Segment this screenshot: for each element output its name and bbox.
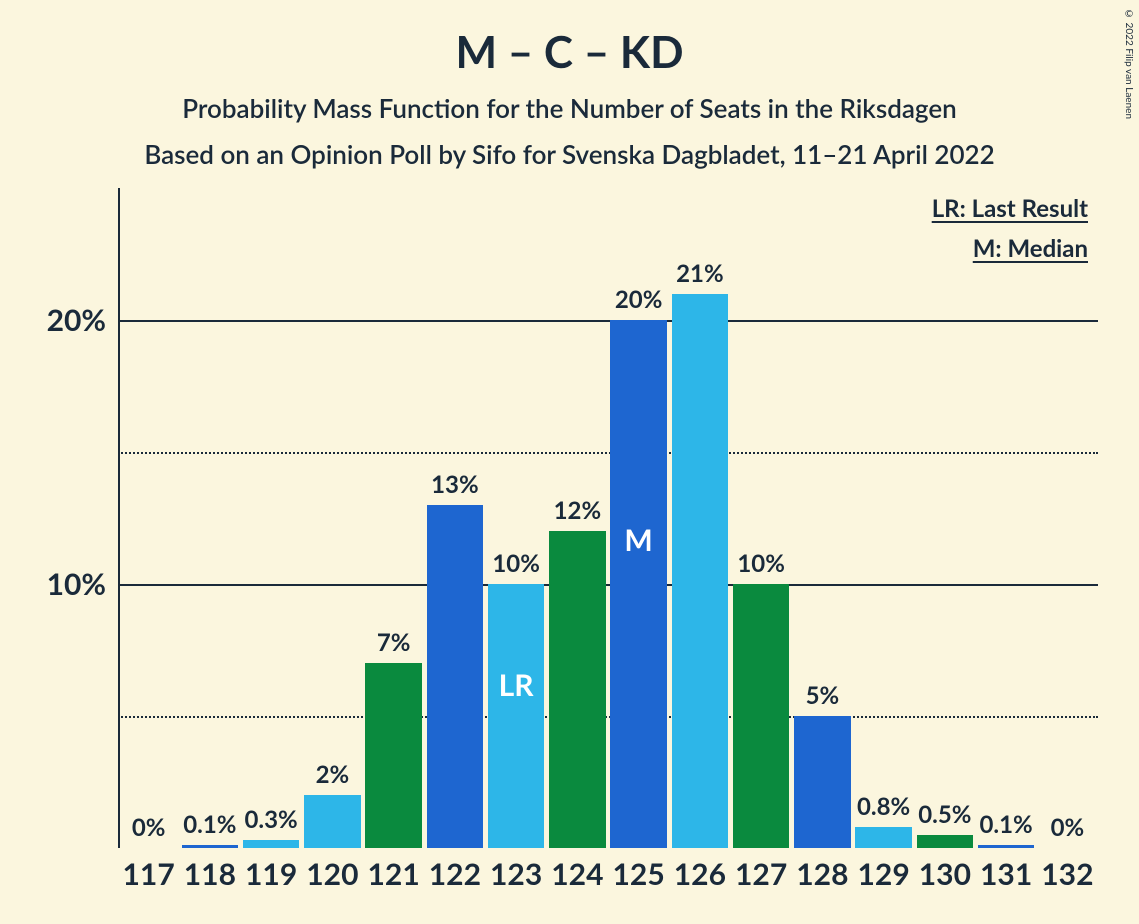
x-tick-label: 127 — [735, 856, 787, 892]
bar: 13% — [427, 505, 483, 848]
x-tick-label: 119 — [245, 856, 297, 892]
bar-value-label: 5% — [806, 681, 840, 710]
x-axis-labels: 1171181191201211221231241251261271281291… — [118, 856, 1098, 896]
x-tick-label: 125 — [613, 856, 665, 892]
bar-value-label: 0.5% — [918, 800, 971, 829]
bar-value-label: 10% — [737, 549, 785, 578]
bar: 0.8% — [855, 827, 911, 848]
bar: 0.1% — [978, 845, 1034, 848]
bar-value-label: 10% — [492, 549, 540, 578]
x-tick-label: 117 — [123, 856, 175, 892]
bar: 21% — [672, 294, 728, 848]
x-tick-label: 118 — [184, 856, 236, 892]
bar-value-label: 21% — [676, 259, 724, 288]
bar: 2% — [304, 795, 360, 848]
x-tick-label: 129 — [858, 856, 910, 892]
bar-value-label: 12% — [554, 496, 602, 525]
bar-value-label: 13% — [431, 470, 479, 499]
chart-subtitle-2: Based on an Opinion Poll by Sifo for Sve… — [0, 138, 1139, 170]
bar-value-label: 20% — [615, 285, 663, 314]
x-tick-label: 122 — [429, 856, 481, 892]
chart-subtitle-1: Probability Mass Function for the Number… — [0, 92, 1139, 124]
bar-value-label: 0.8% — [857, 792, 910, 821]
bar-value-label: 0% — [1051, 813, 1085, 842]
chart-title: M – C – KD — [0, 26, 1139, 78]
bar: 0.3% — [243, 840, 299, 848]
y-tick-label: 10% — [26, 566, 106, 602]
bar-value-label: 0.3% — [245, 805, 298, 834]
bar-value-label: 0.1% — [183, 810, 236, 839]
bars-container: 0%0.1%0.3%2%7%13%10%LR12%20%M21%10%5%0.8… — [118, 188, 1098, 848]
x-tick-label: 131 — [980, 856, 1032, 892]
last-result-tag: LR — [499, 667, 534, 703]
bar: 0.1% — [182, 845, 238, 848]
bar: 5% — [794, 716, 850, 848]
bar: 10%LR — [488, 584, 544, 848]
x-tick-label: 126 — [674, 856, 726, 892]
x-tick-label: 124 — [551, 856, 603, 892]
plot-area: LR: Last Result M: Median 10%20% 0%0.1%0… — [118, 188, 1098, 848]
bar: 20%M — [610, 320, 666, 848]
bar: 10% — [733, 584, 789, 848]
x-tick-label: 128 — [796, 856, 848, 892]
x-tick-label: 123 — [490, 856, 542, 892]
x-tick-label: 120 — [306, 856, 358, 892]
bar-value-label: 0% — [132, 813, 166, 842]
x-tick-label: 132 — [1041, 856, 1093, 892]
bar: 7% — [365, 663, 421, 848]
bar: 0.5% — [917, 835, 973, 848]
bar-value-label: 7% — [377, 628, 411, 657]
chart-canvas: © 2022 Filip van Laenen M – C – KD Proba… — [0, 0, 1139, 924]
x-tick-label: 130 — [919, 856, 971, 892]
median-tag: M — [624, 522, 652, 558]
x-tick-label: 121 — [368, 856, 420, 892]
bar: 12% — [549, 531, 605, 848]
bar-value-label: 2% — [316, 760, 350, 789]
bar-value-label: 0.1% — [980, 810, 1033, 839]
y-tick-label: 20% — [26, 302, 106, 338]
